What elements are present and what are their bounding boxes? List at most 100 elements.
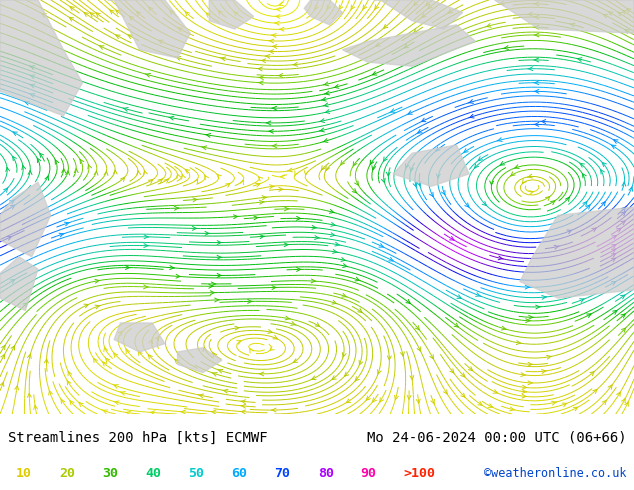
FancyArrowPatch shape: [266, 121, 271, 125]
FancyArrowPatch shape: [13, 132, 17, 136]
FancyArrowPatch shape: [37, 158, 41, 163]
Polygon shape: [209, 0, 254, 29]
FancyArrowPatch shape: [212, 353, 217, 357]
FancyArrowPatch shape: [394, 395, 398, 400]
FancyArrowPatch shape: [259, 200, 264, 204]
FancyArrowPatch shape: [478, 157, 482, 161]
FancyArrowPatch shape: [387, 356, 391, 360]
FancyArrowPatch shape: [297, 217, 301, 221]
FancyArrowPatch shape: [327, 5, 331, 9]
FancyArrowPatch shape: [405, 164, 409, 168]
FancyArrowPatch shape: [212, 372, 217, 376]
FancyArrowPatch shape: [461, 393, 465, 397]
FancyArrowPatch shape: [489, 181, 494, 185]
FancyArrowPatch shape: [593, 390, 597, 393]
FancyArrowPatch shape: [624, 402, 628, 406]
FancyArrowPatch shape: [404, 44, 408, 48]
FancyArrowPatch shape: [69, 18, 74, 21]
Text: 90: 90: [361, 467, 377, 480]
FancyArrowPatch shape: [320, 128, 325, 132]
FancyArrowPatch shape: [382, 178, 385, 182]
Polygon shape: [304, 0, 342, 25]
FancyArrowPatch shape: [262, 196, 267, 199]
FancyArrowPatch shape: [61, 399, 65, 404]
FancyArrowPatch shape: [273, 335, 277, 339]
FancyArrowPatch shape: [148, 355, 152, 359]
FancyArrowPatch shape: [116, 10, 120, 14]
FancyArrowPatch shape: [315, 323, 320, 326]
FancyArrowPatch shape: [497, 138, 502, 142]
FancyArrowPatch shape: [554, 245, 559, 249]
FancyArrowPatch shape: [70, 401, 74, 405]
FancyArrowPatch shape: [602, 400, 606, 405]
FancyArrowPatch shape: [579, 299, 584, 302]
FancyArrowPatch shape: [315, 5, 319, 9]
FancyArrowPatch shape: [279, 187, 283, 191]
FancyArrowPatch shape: [602, 163, 606, 167]
FancyArrowPatch shape: [536, 305, 541, 309]
FancyArrowPatch shape: [611, 249, 616, 253]
FancyArrowPatch shape: [218, 11, 223, 15]
FancyArrowPatch shape: [521, 373, 526, 376]
FancyArrowPatch shape: [174, 206, 179, 210]
Text: ©weatheronline.co.uk: ©weatheronline.co.uk: [484, 467, 626, 480]
FancyArrowPatch shape: [202, 146, 207, 150]
FancyArrowPatch shape: [323, 82, 328, 86]
Text: 70: 70: [275, 467, 290, 480]
FancyArrowPatch shape: [11, 346, 15, 350]
Text: >100: >100: [404, 467, 436, 480]
Polygon shape: [0, 257, 38, 311]
FancyArrowPatch shape: [55, 160, 59, 164]
FancyArrowPatch shape: [155, 337, 158, 341]
FancyArrowPatch shape: [391, 109, 395, 112]
FancyArrowPatch shape: [241, 404, 246, 408]
FancyArrowPatch shape: [332, 376, 336, 380]
FancyArrowPatch shape: [102, 410, 108, 414]
FancyArrowPatch shape: [354, 181, 358, 185]
FancyArrowPatch shape: [522, 385, 527, 389]
FancyArrowPatch shape: [209, 284, 214, 288]
FancyArrowPatch shape: [417, 399, 420, 403]
FancyArrowPatch shape: [259, 177, 263, 181]
FancyArrowPatch shape: [346, 399, 351, 403]
Text: Streamlines 200 hPa [kts] ECMWF: Streamlines 200 hPa [kts] ECMWF: [8, 431, 268, 445]
FancyArrowPatch shape: [295, 171, 299, 175]
FancyArrowPatch shape: [407, 395, 411, 399]
FancyArrowPatch shape: [332, 300, 337, 304]
FancyArrowPatch shape: [149, 340, 153, 344]
Text: 50: 50: [188, 467, 204, 480]
FancyArrowPatch shape: [580, 163, 585, 167]
FancyArrowPatch shape: [410, 167, 413, 171]
FancyArrowPatch shape: [114, 353, 118, 357]
FancyArrowPatch shape: [410, 375, 414, 380]
FancyArrowPatch shape: [600, 170, 604, 174]
FancyArrowPatch shape: [526, 318, 531, 322]
FancyArrowPatch shape: [144, 244, 148, 247]
FancyArrowPatch shape: [622, 182, 626, 186]
FancyArrowPatch shape: [342, 294, 347, 297]
FancyArrowPatch shape: [454, 323, 458, 327]
FancyArrowPatch shape: [7, 237, 11, 240]
FancyArrowPatch shape: [325, 110, 330, 114]
FancyArrowPatch shape: [335, 242, 340, 246]
FancyArrowPatch shape: [366, 396, 370, 400]
FancyArrowPatch shape: [370, 160, 374, 165]
FancyArrowPatch shape: [177, 174, 181, 178]
FancyArrowPatch shape: [254, 216, 259, 220]
FancyArrowPatch shape: [114, 401, 119, 405]
FancyArrowPatch shape: [448, 9, 453, 13]
FancyArrowPatch shape: [144, 171, 147, 175]
FancyArrowPatch shape: [311, 279, 316, 283]
Polygon shape: [393, 145, 469, 186]
FancyArrowPatch shape: [211, 282, 216, 286]
FancyArrowPatch shape: [169, 116, 174, 120]
FancyArrowPatch shape: [74, 169, 78, 172]
FancyArrowPatch shape: [293, 62, 297, 66]
FancyArrowPatch shape: [430, 399, 434, 404]
FancyArrowPatch shape: [534, 81, 539, 85]
FancyArrowPatch shape: [323, 103, 328, 107]
FancyArrowPatch shape: [68, 371, 72, 376]
Polygon shape: [0, 182, 51, 257]
FancyArrowPatch shape: [49, 391, 53, 395]
FancyArrowPatch shape: [279, 27, 284, 31]
